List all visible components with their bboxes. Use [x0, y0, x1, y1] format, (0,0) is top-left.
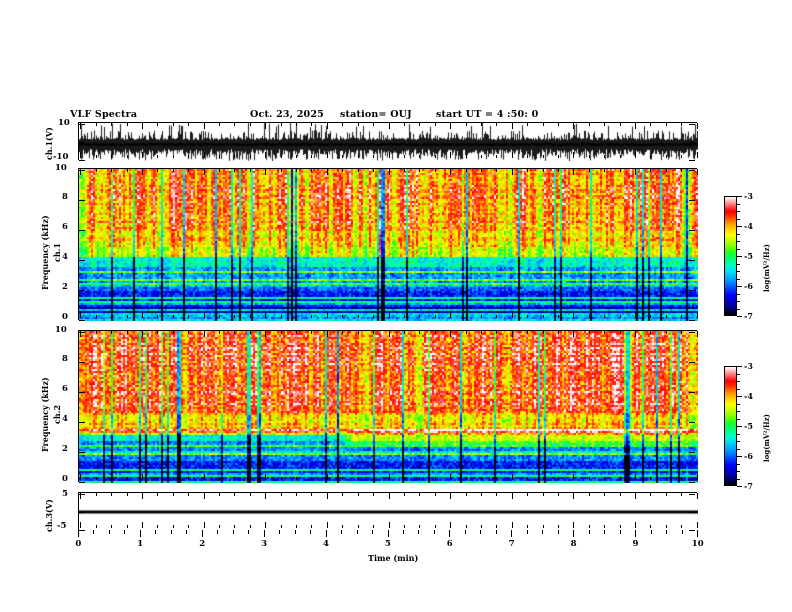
ch3-waveform-panel: [78, 492, 698, 531]
colorbar-2-tick--3: -3: [744, 361, 753, 371]
ch2-spectrogram-channel-label: ch.2: [52, 404, 62, 424]
x-tick-label-8: 8: [570, 539, 577, 549]
ch1-waveform-ytick-bottom: -10: [53, 152, 69, 162]
ch1-ytick-2: 2: [62, 282, 68, 292]
figure-station: station= OUJ: [340, 109, 412, 120]
colorbar-ch2-ticks: [737, 366, 743, 488]
ch3-waveform-ytick-bottom: -5: [57, 521, 67, 531]
ch1-ytick-0: 0: [62, 312, 68, 322]
colorbar-ch1-ticks: [737, 196, 743, 318]
x-tick-label-9: 9: [632, 539, 639, 549]
colorbar-2-tick--6: -6: [744, 451, 753, 461]
colorbar-2-tick--7: -7: [744, 481, 753, 491]
ch2-spectrogram-canvas: [79, 331, 698, 483]
x-axis-label: Time (min): [368, 553, 419, 563]
x-tick-label-2: 2: [199, 539, 206, 549]
ch1-ytick-8: 8: [62, 192, 68, 202]
x-tick-label-6: 6: [446, 539, 453, 549]
figure-title: VLF Spectra: [70, 109, 138, 120]
ch1-spectrogram-canvas: [79, 169, 698, 321]
ch1-ytick-10: 10: [55, 163, 67, 173]
ch2-ytick-8: 8: [62, 354, 68, 364]
x-axis-tick-labels: 0 1 2 3 4 5 6 7 8 9 10: [0, 539, 792, 553]
colorbar-1-tick--4: -4: [744, 221, 753, 231]
ch2-ytick-6: 6: [62, 384, 68, 394]
ch2-ytick-2: 2: [62, 444, 68, 454]
ch2-ytick-0: 0: [62, 474, 68, 484]
colorbar-ch1: [724, 196, 737, 316]
colorbar-2-tick--5: -5: [744, 421, 753, 431]
ch2-spectrogram-ylabel: Frequency (kHz): [40, 377, 50, 452]
ch1-ytick-6: 6: [62, 222, 68, 232]
x-tick-label-5: 5: [384, 539, 391, 549]
x-tick-label-7: 7: [508, 539, 515, 549]
figure-start-ut: start UT = 4 :50: 0: [436, 109, 539, 120]
colorbar-1-tick--6: -6: [744, 281, 753, 291]
x-tick-label-0: 0: [75, 539, 82, 549]
ch1-spectrogram-panel: [78, 168, 698, 321]
x-tick-label-3: 3: [261, 539, 268, 549]
ch1-spectrogram-ylabel: Frequency (kHz): [40, 215, 50, 290]
x-tick-label-4: 4: [323, 539, 329, 549]
colorbar-ch2-label: log(mV²/Hz): [762, 414, 771, 462]
ch1-waveform-ytick-top: 10: [58, 118, 70, 128]
x-tick-label-1: 1: [137, 539, 144, 549]
figure-date: Oct. 23, 2025: [250, 109, 324, 120]
ch1-spectrogram-channel-label: ch.1: [52, 242, 62, 262]
ch3-waveform-ytick-top: 5: [62, 489, 68, 499]
colorbar-ch2: [724, 366, 737, 486]
colorbar-ch1-tick-labels: -3 -4 -5 -6 -7: [744, 191, 764, 321]
ch2-ytick-4: 4: [62, 414, 68, 424]
colorbar-1-tick--5: -5: [744, 251, 753, 261]
ch1-waveform-panel: [78, 122, 698, 161]
ch2-ytick-10: 10: [55, 325, 67, 335]
colorbar-ch1-label: log(mV²/Hz): [762, 244, 771, 292]
colorbar-1-tick--3: -3: [744, 191, 753, 201]
x-tick-label-10: 10: [691, 539, 704, 549]
colorbar-1-tick--7: -7: [744, 311, 753, 321]
colorbar-ch2-tick-labels: -3 -4 -5 -6 -7: [744, 361, 764, 491]
ch1-ytick-4: 4: [62, 252, 68, 262]
ch2-spectrogram-panel: [78, 330, 698, 483]
colorbar-2-tick--4: -4: [744, 391, 753, 401]
ch3-waveform-ylabel: ch.3(V): [44, 499, 54, 532]
x-axis-ticks: [78, 530, 698, 538]
